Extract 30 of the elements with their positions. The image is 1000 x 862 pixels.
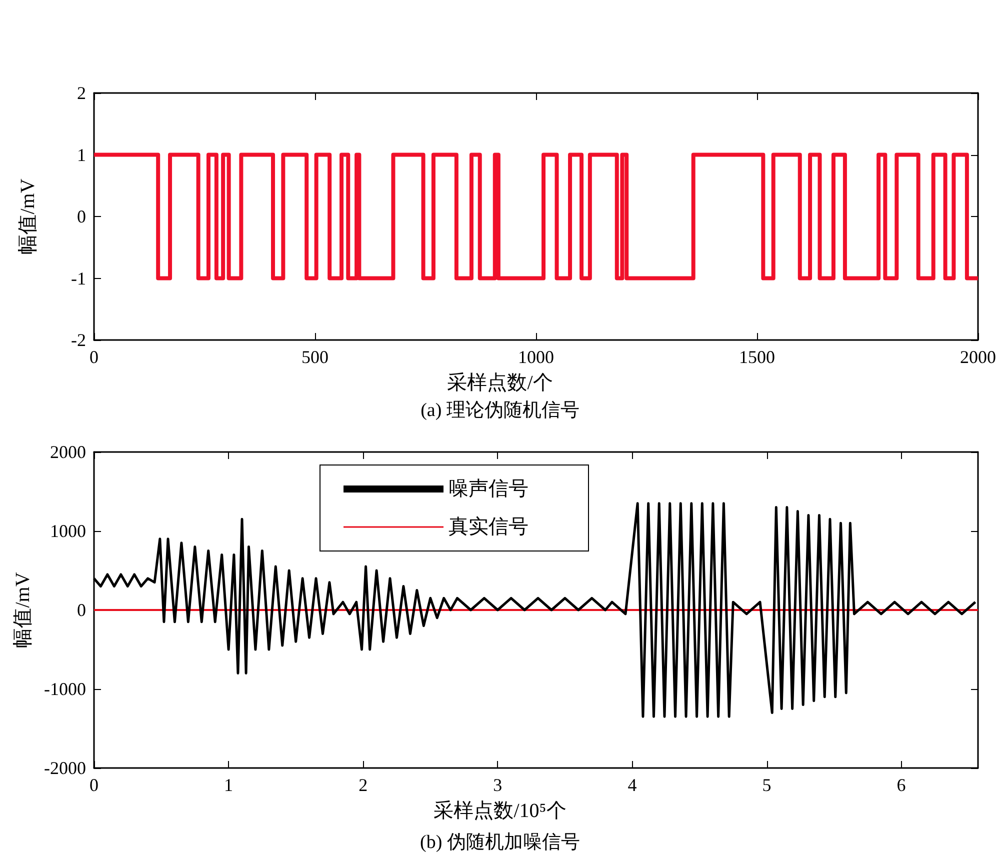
x-tick-label: 6 [896, 775, 906, 795]
y-tick-label: -1000 [44, 679, 86, 699]
x-axis-title: 采样点数/10⁵个 [434, 800, 566, 822]
y-tick-label: 2000 [50, 442, 86, 462]
y-tick-label: 1 [77, 144, 86, 165]
x-tick-label: 4 [628, 775, 637, 795]
x-tick-label: 1 [224, 775, 234, 795]
y-axis-title: 幅值/mV [12, 572, 34, 648]
y-tick-label: 1000 [50, 521, 86, 541]
x-tick-label: 500 [302, 347, 328, 367]
y-tick-label: 2 [77, 83, 86, 103]
x-tick-label: 1000 [518, 347, 554, 367]
x-tick-label: 1500 [739, 347, 775, 367]
x-tick-label: 0 [90, 347, 98, 367]
legend-label: 噪声信号 [448, 478, 528, 500]
legend-label: 真实信号 [448, 516, 528, 538]
x-tick-label: 3 [493, 775, 502, 795]
y-tick-label: -2000 [44, 758, 86, 778]
x-tick-label: 2000 [960, 347, 996, 367]
y-tick-label: 0 [77, 600, 86, 620]
x-tick-label: 0 [90, 775, 98, 795]
x-tick-label: 5 [762, 775, 772, 795]
text: (b) 伪随机加噪信号 [420, 832, 580, 853]
y-tick-label: -2 [71, 330, 86, 350]
y-axis-title: 幅值/mV [17, 178, 39, 254]
x-axis-title: 采样点数/个 [447, 372, 553, 394]
y-tick-label: -1 [71, 268, 86, 288]
x-tick-label: 2 [358, 775, 368, 795]
text: (a) 理论伪随机信号 [420, 400, 580, 421]
y-tick-label: 0 [77, 206, 86, 226]
